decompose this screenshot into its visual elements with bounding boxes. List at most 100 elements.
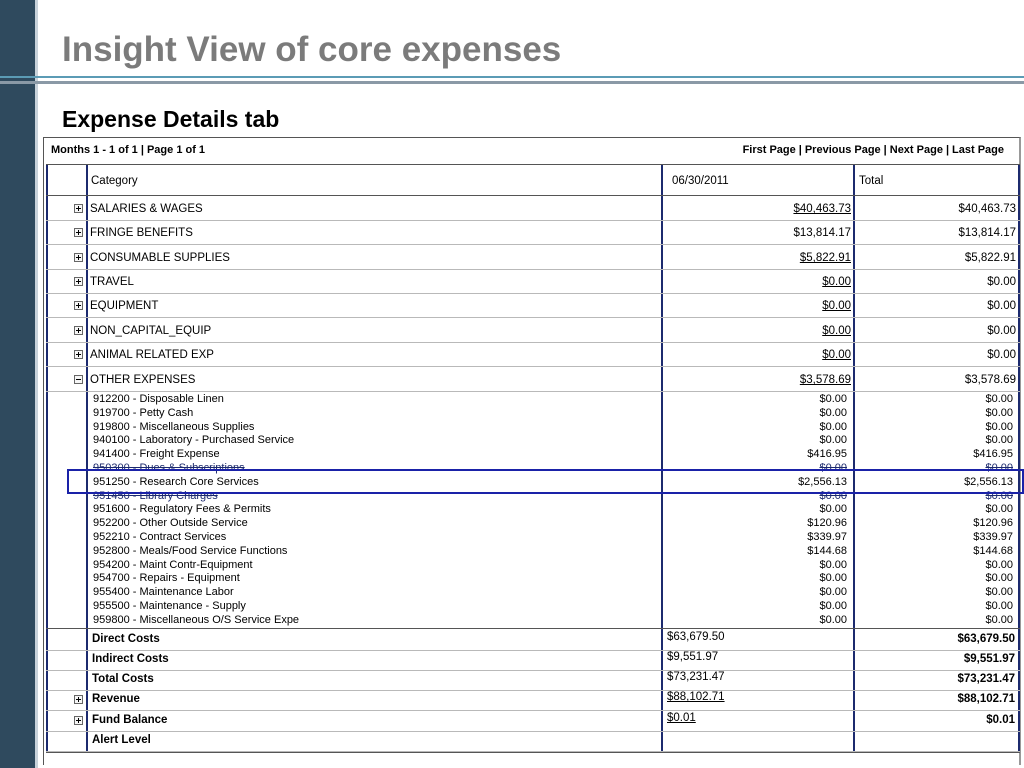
highlight-box bbox=[67, 469, 1024, 494]
expense-line-total: $0.00 bbox=[985, 586, 1013, 599]
expense-line-total: $0.00 bbox=[985, 420, 1013, 433]
expand-icon[interactable] bbox=[74, 204, 83, 213]
category-period-value[interactable]: $0.00 bbox=[822, 276, 851, 288]
column-divider bbox=[46, 165, 48, 752]
expense-line-total: $120.96 bbox=[973, 517, 1013, 530]
summary-period-value[interactable]: $0.01 bbox=[667, 712, 696, 724]
category-total-value: $0.00 bbox=[987, 349, 1016, 361]
expense-line-total: $0.00 bbox=[985, 393, 1013, 405]
category-period-value[interactable]: $0.00 bbox=[822, 325, 851, 337]
expense-line-account: 912200 - Disposable Linen bbox=[93, 393, 224, 405]
expense-line-period: $0.00 bbox=[819, 503, 847, 516]
pager-separator: | bbox=[883, 144, 887, 156]
summary-total-value: $73,231.47 bbox=[957, 673, 1015, 685]
expand-icon[interactable] bbox=[74, 716, 83, 725]
expense-line-account: 952210 - Contract Services bbox=[93, 531, 227, 543]
category-name[interactable]: ANIMAL RELATED EXP bbox=[90, 349, 214, 361]
side-bar-edge bbox=[35, 0, 38, 768]
next-page-link[interactable]: Next Page bbox=[889, 144, 943, 156]
expand-icon[interactable] bbox=[74, 228, 83, 237]
summary-label: Fund Balance bbox=[92, 714, 168, 726]
expense-line-total: $0.00 bbox=[985, 572, 1013, 585]
pager-summary: Months 1 - 1 of 1 | Page 1 of 1 bbox=[51, 144, 206, 156]
category-period-value[interactable]: $0.00 bbox=[822, 349, 851, 361]
pager-separator: | bbox=[945, 144, 950, 156]
row-divider bbox=[46, 628, 1020, 629]
expense-line-account: 955400 - Maintenance Labor bbox=[93, 586, 234, 599]
expense-line-period: $120.96 bbox=[807, 517, 847, 530]
category-period-value[interactable]: $13,814.17 bbox=[793, 227, 851, 239]
expense-line-account: 951250 - Research Core Services bbox=[93, 475, 259, 488]
category-period-value[interactable]: $0.00 bbox=[822, 300, 851, 312]
category-period-value[interactable]: $40,463.73 bbox=[793, 203, 851, 215]
summary-period-value: $63,679.50 bbox=[667, 631, 725, 643]
row-divider bbox=[46, 710, 1020, 711]
first-page-link[interactable]: First Page bbox=[742, 144, 796, 156]
row-divider bbox=[46, 670, 1020, 671]
title-divider-2 bbox=[0, 81, 1024, 84]
expense-line-period: $0.00 bbox=[819, 393, 847, 405]
expense-line-account: 952800 - Meals/Food Service Functions bbox=[93, 544, 288, 557]
category-total-value: $13,814.17 bbox=[958, 227, 1016, 239]
slide-subtitle: Expense Details tab bbox=[62, 106, 280, 132]
summary-total-value: $0.01 bbox=[986, 714, 1015, 726]
summary-label: Total Costs bbox=[92, 673, 154, 685]
expense-line-account: 954700 - Repairs - Equipment bbox=[93, 572, 240, 585]
report-frame bbox=[43, 137, 1021, 765]
summary-label: Alert Level bbox=[92, 734, 151, 746]
row-divider bbox=[46, 690, 1020, 691]
collapse-icon[interactable] bbox=[74, 375, 83, 384]
category-name[interactable]: EQUIPMENT bbox=[90, 300, 159, 312]
pager-separator: | bbox=[798, 144, 802, 156]
expense-line-total: $0.00 bbox=[985, 600, 1013, 612]
expense-line-period: $339.97 bbox=[807, 531, 847, 543]
expand-icon[interactable] bbox=[74, 301, 83, 310]
expand-icon[interactable] bbox=[74, 253, 83, 262]
summary-period-value: $9,551.97 bbox=[667, 651, 719, 663]
expense-line-account: 919700 - Petty Cash bbox=[93, 406, 194, 419]
expense-line-account: 959800 - Miscellaneous O/S Service Expe bbox=[93, 613, 300, 626]
row-divider bbox=[46, 366, 1020, 367]
category-total-value: $0.00 bbox=[987, 276, 1016, 288]
expand-icon[interactable] bbox=[74, 326, 83, 335]
category-total-value: $3,578.69 bbox=[964, 374, 1016, 386]
category-name[interactable]: SALARIES & WAGES bbox=[90, 203, 203, 215]
expand-icon[interactable] bbox=[74, 350, 83, 359]
expand-icon[interactable] bbox=[74, 695, 83, 704]
row-divider bbox=[46, 164, 1020, 165]
expense-line-account: 955500 - Maintenance - Supply bbox=[93, 600, 246, 612]
expense-line-account: 941400 - Freight Expense bbox=[93, 448, 220, 461]
column-divider bbox=[661, 165, 663, 752]
expense-line-period: $0.00 bbox=[819, 434, 847, 447]
summary-period-value[interactable]: $88,102.71 bbox=[667, 691, 725, 703]
column-divider bbox=[853, 165, 855, 752]
expand-icon[interactable] bbox=[74, 277, 83, 286]
expense-line-period: $0.00 bbox=[819, 586, 847, 599]
expense-line-period: $0.00 bbox=[819, 558, 847, 571]
row-divider bbox=[46, 650, 1020, 651]
expense-line-period: $416.95 bbox=[807, 448, 847, 461]
column-divider bbox=[1018, 165, 1020, 752]
category-total-value: $5,822.91 bbox=[964, 252, 1016, 264]
previous-page-link[interactable]: Previous Page bbox=[804, 144, 881, 156]
expense-line-period: $0.00 bbox=[819, 600, 847, 612]
last-page-link[interactable]: Last Page bbox=[952, 144, 1004, 156]
expense-line-period: $0.00 bbox=[819, 572, 847, 585]
category-period-value[interactable]: $5,822.91 bbox=[799, 252, 851, 264]
summary-total-value: $9,551.97 bbox=[963, 653, 1015, 665]
expense-line-period: $144.68 bbox=[807, 544, 847, 557]
category-name[interactable]: FRINGE BENEFITS bbox=[90, 227, 193, 239]
category-name[interactable]: NON_CAPITAL_EQUIP bbox=[90, 325, 212, 337]
expense-line-account: 940100 - Laboratory - Purchased Service bbox=[93, 434, 295, 447]
expense-line-period: $0.00 bbox=[819, 406, 847, 419]
category-name[interactable]: TRAVEL bbox=[90, 276, 134, 288]
expense-line-total: $0.00 bbox=[985, 462, 1013, 474]
expense-line-total: $0.00 bbox=[985, 406, 1013, 419]
category-total-value: $0.00 bbox=[987, 325, 1016, 337]
summary-period-value: $73,231.47 bbox=[667, 671, 725, 683]
expense-line-period: $0.00 bbox=[819, 462, 847, 474]
category-name[interactable]: CONSUMABLE SUPPLIES bbox=[90, 252, 230, 264]
summary-total-value: $88,102.71 bbox=[957, 693, 1015, 705]
category-period-value[interactable]: $3,578.69 bbox=[799, 374, 851, 386]
category-name[interactable]: OTHER EXPENSES bbox=[90, 374, 196, 386]
